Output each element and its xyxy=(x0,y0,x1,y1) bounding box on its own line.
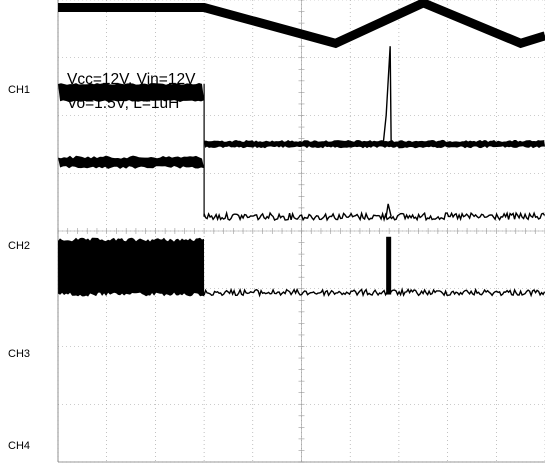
trace-ch2-band-low xyxy=(58,155,205,169)
annotation-line-2: Vo=1.5V, L=1uH xyxy=(67,95,179,112)
trace-ch4-pulse xyxy=(386,236,392,295)
annotation-line-1: Vcc=12V, Vin=12V xyxy=(67,71,196,88)
channel-label-ch1: CH1 xyxy=(8,84,30,96)
trace-ch1 xyxy=(58,0,545,49)
trace-ch2-spike xyxy=(382,46,392,145)
trace-ch2-low xyxy=(204,139,545,149)
traces xyxy=(58,0,545,298)
trace-ch4-low xyxy=(203,287,545,298)
channel-label-ch3: CH3 xyxy=(8,348,30,360)
trace-ch4-band xyxy=(58,237,205,297)
grid xyxy=(57,0,545,463)
channel-label-ch4: CH4 xyxy=(8,440,30,452)
trace-ch3-low xyxy=(203,210,545,223)
trace-ch3-spike xyxy=(385,203,392,217)
trace-ch2-band-high xyxy=(58,83,205,103)
channel-label-ch2: CH2 xyxy=(8,240,30,252)
